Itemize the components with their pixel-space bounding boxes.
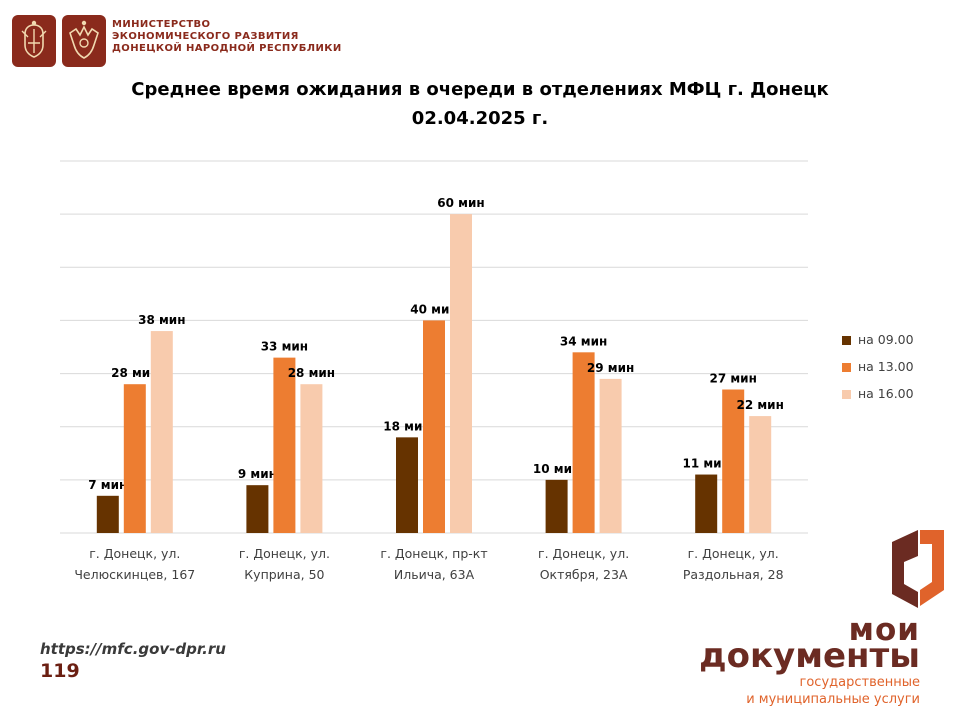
- data-label: 28 мин: [288, 366, 335, 380]
- category-label: г. Донецк, ул.: [89, 546, 180, 561]
- ministry-line-2: ЭКОНОМИЧЕСКОГО РАЗВИТИЯ: [112, 31, 299, 42]
- brand-line-3: государственные: [799, 675, 920, 690]
- bar-3-2: [300, 384, 323, 533]
- category-label: Раздольная, 28: [683, 567, 784, 582]
- legend-label: на 13.00: [858, 359, 914, 374]
- legend-label: на 09.00: [858, 332, 914, 347]
- legend-swatch: [842, 363, 851, 372]
- brand-line-2: документы: [699, 636, 920, 676]
- bar-2-3: [423, 320, 445, 533]
- brand-line-4: и муниципальные услуги: [746, 692, 920, 707]
- bar-2-5: [722, 389, 745, 533]
- category-label: г. Донецк, ул.: [688, 546, 779, 561]
- bar-chart: 7 мин 28 мин 38 мин г. Донецк, ул. Челюскинц…: [60, 160, 808, 582]
- category-label: г. Донецк, ул.: [239, 546, 330, 561]
- brand-line-1: мои: [848, 612, 920, 648]
- bar-1-2: [246, 485, 269, 533]
- bar-1-3: [396, 437, 418, 533]
- coat-of-arms-dpr-icon: [62, 15, 106, 67]
- category-label: Ильича, 63А: [394, 567, 475, 582]
- category-label: г. Донецк, ул.: [538, 546, 629, 561]
- bar-2-1: [123, 384, 146, 533]
- coat-of-arms-russia-icon: [12, 15, 56, 67]
- data-label: 28 мин: [111, 366, 158, 380]
- ministry-line-3: ДОНЕЦКОЙ НАРОДНОЙ РЕСПУБЛИКИ: [112, 43, 342, 54]
- bar-3-1: [150, 331, 173, 533]
- bar-3-5: [749, 416, 772, 533]
- data-label: 60 мин: [437, 196, 484, 210]
- category-label: г. Донецк, пр-кт: [380, 546, 487, 561]
- data-label: 7 мин: [88, 478, 127, 492]
- data-label: 18 мин: [383, 419, 430, 433]
- ministry-name: МИНИСТЕРСТВО ЭКОНОМИЧЕСКОГО РАЗВИТИЯ ДОН…: [112, 19, 342, 55]
- chart-title: Среднее время ожидания в очереди в отдел…: [131, 79, 829, 100]
- data-label: 40 мин: [410, 302, 457, 316]
- data-label: 11 мин: [683, 457, 730, 471]
- bar-2-4: [572, 352, 595, 533]
- chart-subtitle: 02.04.2025 г.: [411, 108, 549, 129]
- bar-1-4: [545, 479, 568, 533]
- legend-swatch: [842, 336, 851, 345]
- data-label: 27 мин: [710, 372, 757, 386]
- category-label: Челюскинцев, 167: [74, 567, 195, 582]
- moi-dokumenty-logo-icon: [892, 530, 944, 608]
- bar-2-2: [273, 357, 296, 533]
- category-label: Куприна, 50: [244, 567, 324, 582]
- bar-1-5: [695, 474, 718, 533]
- data-label: 38 мин: [138, 313, 185, 327]
- data-label: 22 мин: [737, 398, 784, 412]
- data-label: 9 мин: [238, 467, 277, 481]
- bar-3-4: [599, 378, 622, 533]
- bar-3-3: [450, 214, 472, 533]
- ministry-line-1: МИНИСТЕРСТВО: [112, 19, 211, 30]
- legend-swatch: [842, 390, 851, 399]
- bar-1-1: [96, 495, 119, 533]
- data-label: 34 мин: [560, 334, 607, 348]
- data-label: 29 мин: [587, 361, 634, 375]
- data-label: 33 мин: [261, 340, 308, 354]
- page-number: 119: [40, 660, 80, 682]
- legend-label: на 16.00: [858, 386, 914, 401]
- data-label: 10 мин: [533, 462, 580, 476]
- website-url[interactable]: https://mfc.gov-dpr.ru: [40, 640, 226, 658]
- category-label: Октября, 23А: [540, 567, 628, 582]
